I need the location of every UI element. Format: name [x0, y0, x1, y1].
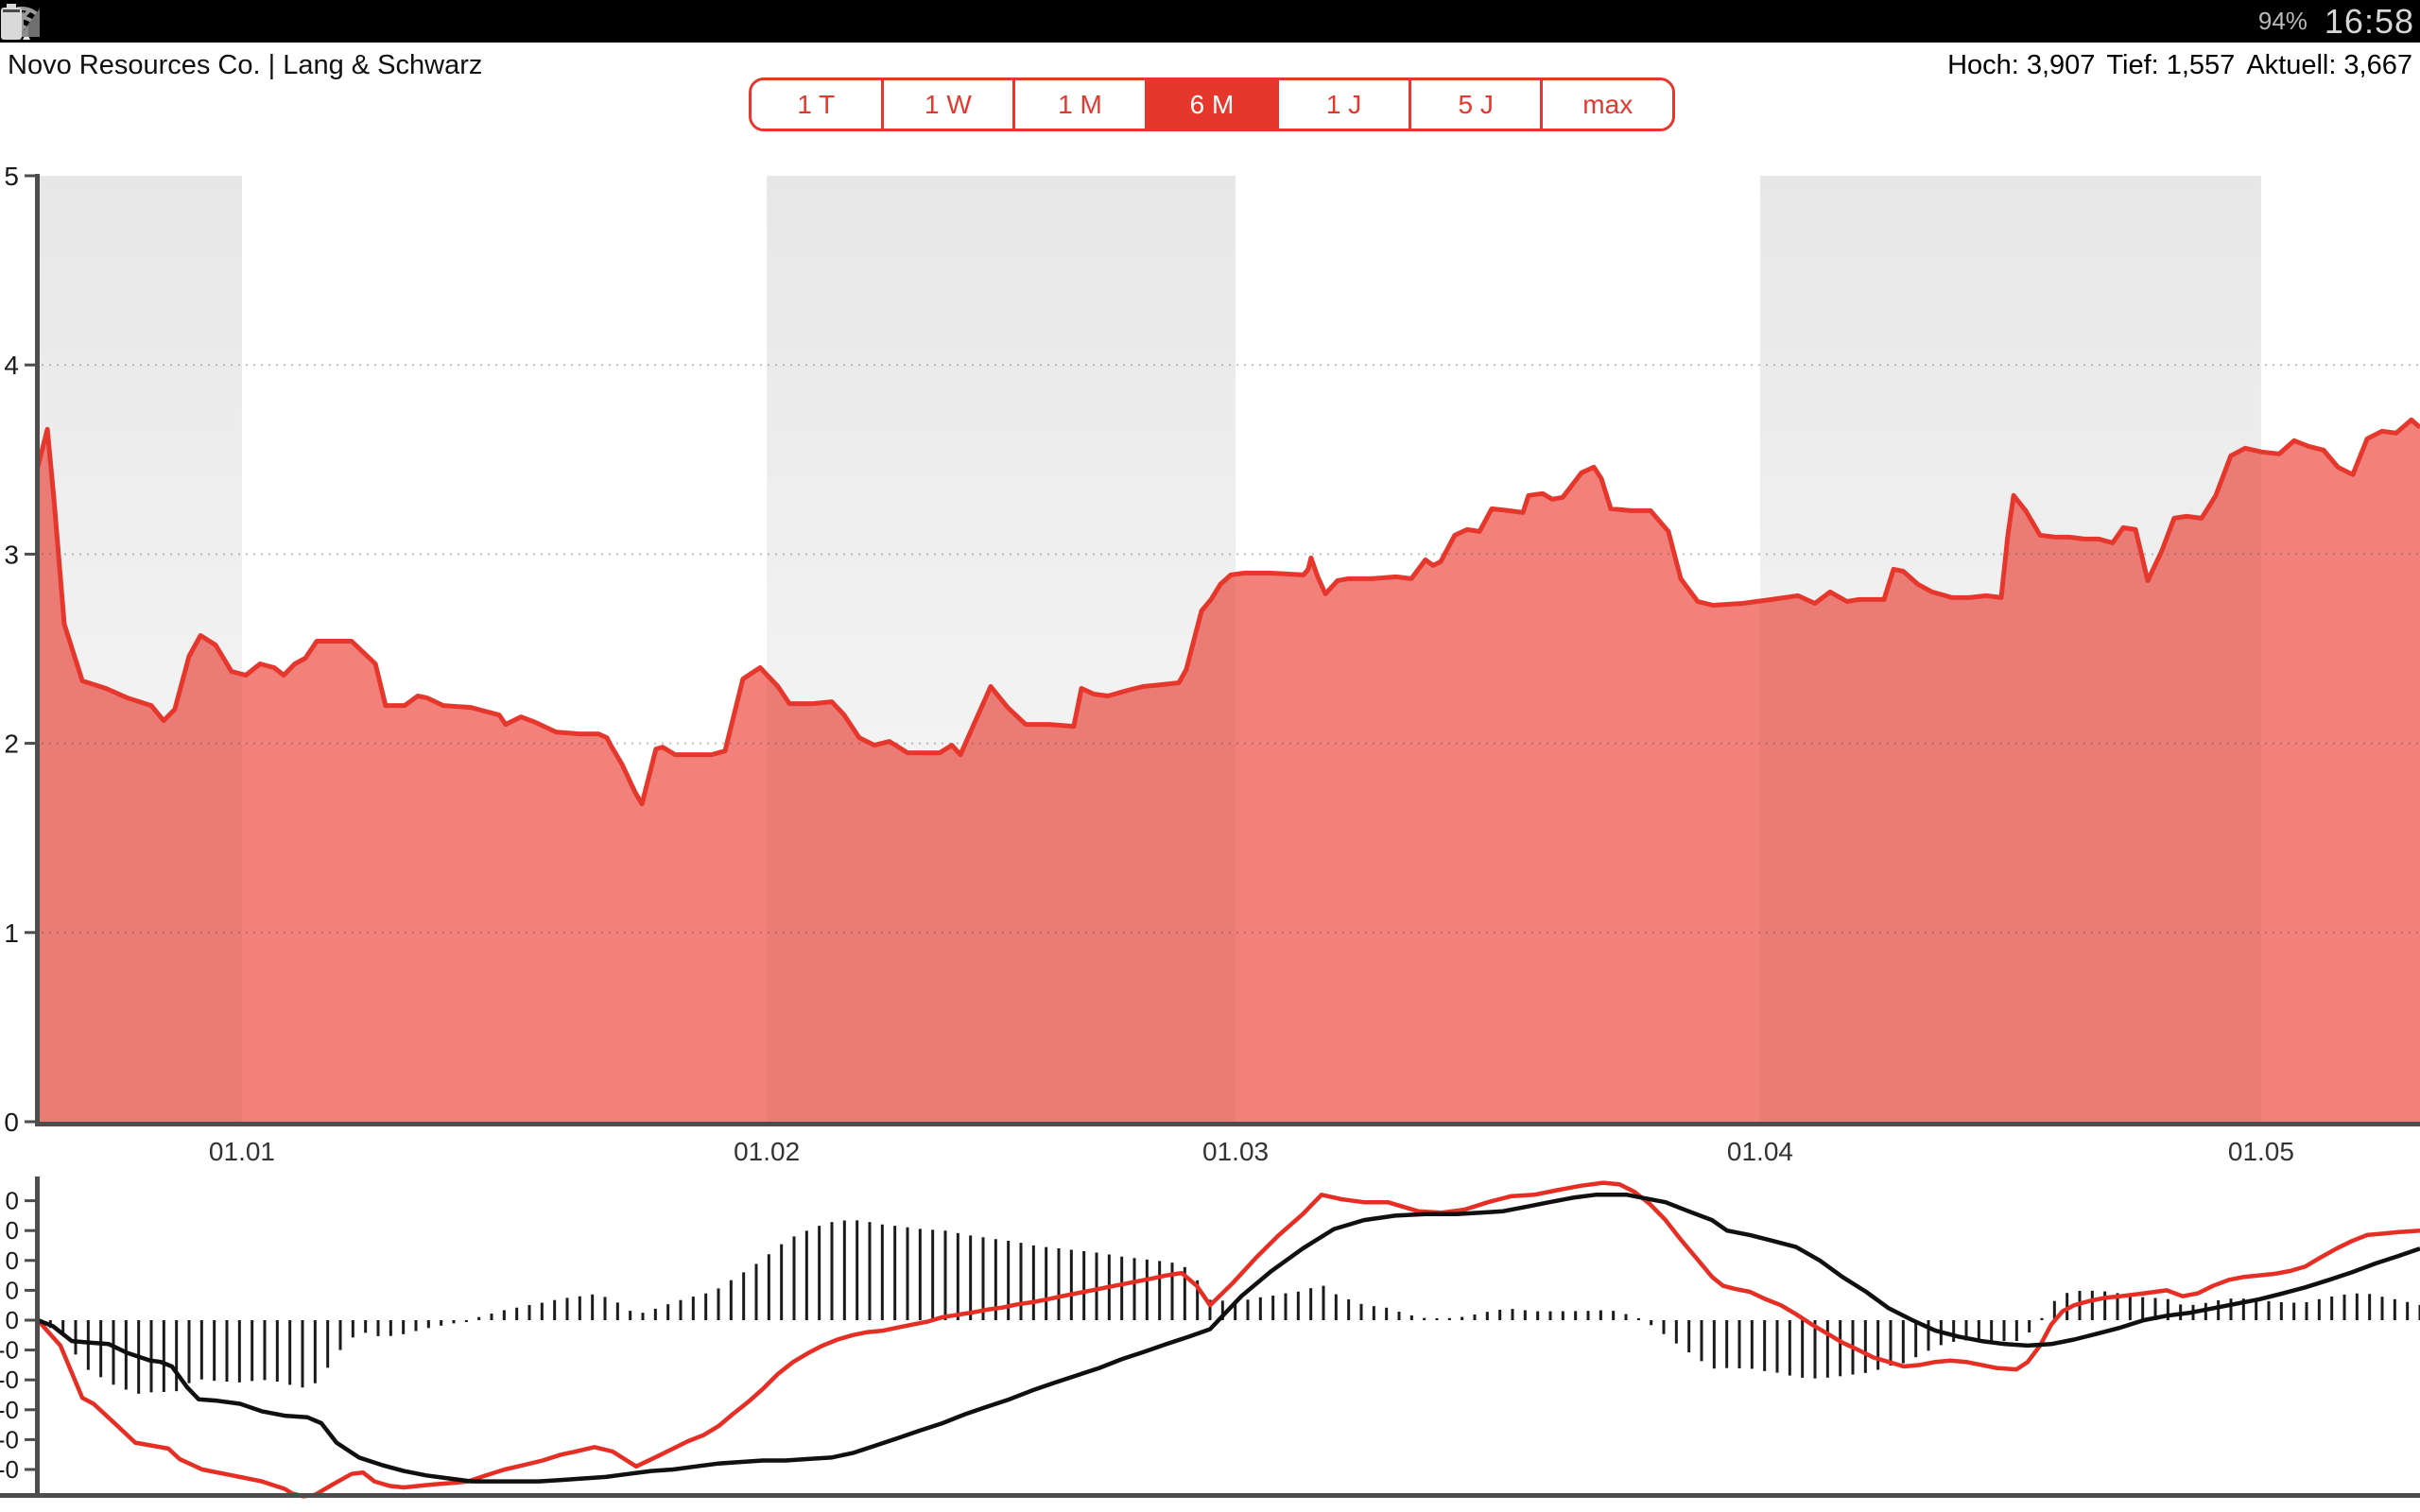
- macd-y-axis-label: 0: [6, 1187, 19, 1215]
- status-bar: 94% 16:58: [0, 0, 2420, 43]
- tief-value: 1,557: [2166, 49, 2236, 80]
- y-axis-label: 5: [4, 162, 19, 191]
- aktuell-value: 3,667: [2343, 49, 2412, 80]
- macd-y-axis-label: 0: [6, 1306, 19, 1334]
- y-axis-label: 4: [4, 351, 19, 380]
- y-axis-label: 0: [4, 1108, 19, 1137]
- signal-line: [37, 1193, 2420, 1484]
- y-axis-line: [35, 174, 40, 1126]
- hoch-label: Hoch:: [1947, 49, 2019, 80]
- macd-y-axis-label: 0: [6, 1246, 19, 1275]
- x-axis-label: 01.03: [1202, 1137, 1269, 1166]
- x-axis-line: [35, 1122, 2420, 1126]
- header-row: Novo Resources Co. | Lang & Schwarz Hoch…: [0, 43, 2420, 88]
- macd-y-axis-label: 0: [6, 1216, 19, 1245]
- x-axis-label: 01.05: [2228, 1137, 2294, 1166]
- price-stats: Hoch: 3,907 Tief: 1,557 Aktuell: 3,667: [1947, 50, 2412, 81]
- battery-icon: [1, 3, 22, 40]
- x-axis-label: 01.04: [1727, 1137, 1793, 1166]
- macd-y-axis-label: -0: [0, 1455, 19, 1484]
- macd-y-axis-label: -0: [0, 1396, 19, 1424]
- macd-y-axis-line: [35, 1177, 40, 1496]
- x-axis-label: 01.01: [209, 1137, 275, 1166]
- price-line: [35, 417, 2420, 807]
- macd-x-axis-line: [0, 1493, 2420, 1498]
- macd-line: [36, 1180, 2420, 1499]
- price-area-chart[interactable]: 5 4 3 2 1 0 01.01 01.02 01.03 01.04 01.05: [0, 0, 2420, 1172]
- macd-y-axis-label: 0: [6, 1276, 19, 1304]
- y-axis-label: 3: [4, 540, 19, 569]
- range-button-group: 1 T 1 W 1 M 6 M 1 J 5 J max: [749, 77, 1675, 131]
- status-time: 16:58: [2324, 1, 2414, 41]
- instrument-title: Novo Resources Co. | Lang & Schwarz: [8, 49, 483, 80]
- range-button-6m[interactable]: 6 M: [1147, 80, 1280, 129]
- y-axis-label: 1: [4, 919, 19, 948]
- y-axis-label: 2: [4, 730, 19, 759]
- x-axis-label: 01.02: [734, 1137, 800, 1166]
- tief-label: Tief:: [2106, 49, 2159, 80]
- macd-y-axis-label: -0: [0, 1336, 19, 1365]
- range-button-1j[interactable]: 1 J: [1279, 80, 1411, 129]
- hoch-value: 3,907: [2026, 49, 2096, 80]
- range-button-1m[interactable]: 1 M: [1015, 80, 1148, 129]
- macd-y-axis-label: -0: [0, 1425, 19, 1453]
- range-button-1w[interactable]: 1 W: [883, 80, 1016, 129]
- range-button-max[interactable]: max: [1543, 80, 1672, 129]
- battery-percent: 94%: [2257, 7, 2308, 35]
- aktuell-label: Aktuell:: [2246, 49, 2337, 80]
- range-button-1t[interactable]: 1 T: [752, 80, 884, 129]
- price-area-fill: [38, 420, 2420, 1122]
- macd-y-axis-label: -0: [0, 1366, 19, 1394]
- range-button-5j[interactable]: 5 J: [1410, 80, 1544, 129]
